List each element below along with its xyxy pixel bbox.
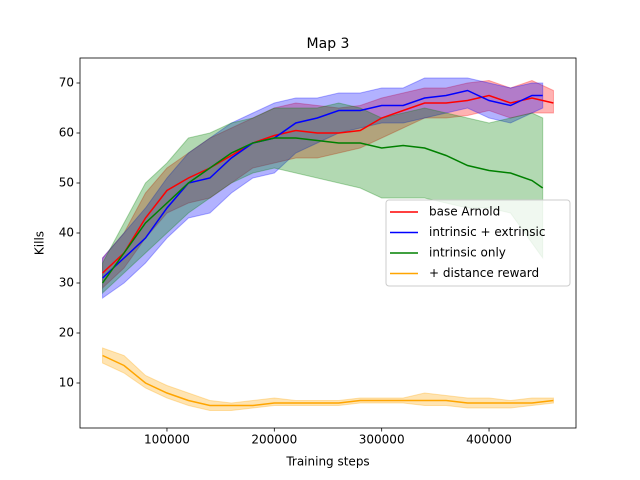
- series-line: [101, 137, 544, 284]
- series-line: [102, 354, 554, 407]
- y-tick-label: 70: [59, 76, 74, 90]
- axes: 100000 200000 300000 400000 10 20 30 40 50 60 70: [59, 57, 577, 447]
- series-line: [102, 94, 554, 274]
- y-axis-label: Kills: [33, 231, 47, 255]
- confidence-band: [102, 79, 554, 290]
- y-tick-label: 60: [59, 126, 74, 140]
- legend-label: base Arnold: [429, 205, 500, 219]
- series-line: [102, 89, 543, 279]
- x-tick-label: 400000: [466, 433, 512, 447]
- y-tick-label: 30: [59, 276, 74, 290]
- x-tick-label: 300000: [359, 433, 405, 447]
- y-tick-label: 40: [59, 226, 74, 240]
- confidence-band: [102, 347, 554, 411]
- legend-label: + distance reward: [429, 266, 539, 280]
- x-tick-label: 200000: [251, 433, 297, 447]
- lines: [101, 89, 554, 407]
- x-axis-label: Training steps: [285, 455, 369, 469]
- legend: base Arnold intrinsic + extrinsic intrinsi…: [385, 199, 571, 287]
- legend-box: [385, 199, 571, 287]
- y-tick-label: 10: [59, 376, 74, 390]
- legend-label: intrinsic only: [429, 246, 506, 260]
- y-tick-label: 20: [59, 326, 74, 340]
- x-tick-label: 100000: [144, 433, 190, 447]
- plot-frame: [79, 57, 577, 429]
- legend-label: intrinsic + extrinsic: [429, 225, 545, 239]
- y-tick-label: 50: [59, 176, 74, 190]
- chart-title: Map 3: [307, 36, 350, 52]
- confidence-band: [102, 77, 544, 299]
